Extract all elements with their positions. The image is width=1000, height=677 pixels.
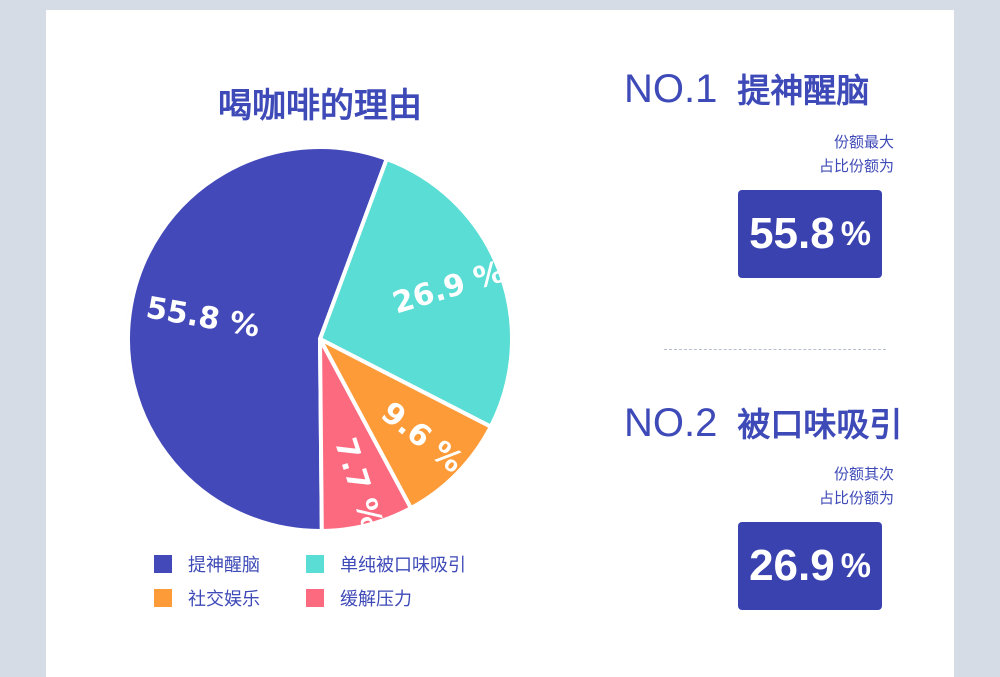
legend-swatch [306,589,324,607]
chart-legend: 提神醒脑 单纯被口味吸引 社交娱乐 缓解压力 [154,552,534,610]
legend-item-taste: 单纯被口味吸引 [306,552,506,576]
rank-1-heading: NO.1 提神醒脑 [624,64,954,112]
legend-label: 提神醒脑 [188,555,260,576]
rank-value: 55.8 [749,209,835,258]
rank-sub-line: 占比份额为 [818,157,894,175]
legend-item-refresh: 提神醒脑 [154,552,306,576]
legend-swatch [154,555,172,573]
rank-number: NO.2 [624,401,718,445]
rank-2-value-box: 26.9 % [738,522,882,610]
legend-label: 社交娱乐 [188,589,260,610]
rank-name: 提神醒脑 [737,71,870,110]
rank-sub-line: 份额其次 [833,465,894,483]
rank-unit: % [840,546,871,585]
legend-label: 单纯被口味吸引 [340,555,466,576]
rank-1-subtitle: 份额最大 占比份额为 [819,130,894,178]
slice-taste [318,156,514,429]
slice-refresh [126,145,389,533]
legend-item-stress: 缓解压力 [306,586,506,610]
rank-1-value-box: 55.8 % [738,190,882,278]
slice-stress [318,337,413,533]
slice-social [318,337,493,511]
rank-name: 被口味吸引 [737,405,903,444]
rank-sub-line: 占比份额为 [818,489,894,507]
pie-chart: 55.8 % 26.9 %9.6 %7.7 % [126,145,514,534]
rank-sub-line: 份额最大 [833,133,894,151]
rank-number: NO.1 [624,67,718,111]
chart-title: 喝咖啡的理由 [218,86,422,126]
legend-swatch [154,589,172,607]
divider [664,349,886,350]
legend-swatch [306,555,324,573]
rank-unit: % [840,214,871,253]
rank-2-subtitle: 份额其次 占比份额为 [819,462,894,510]
legend-item-social: 社交娱乐 [154,586,306,610]
rank-value: 26.9 [749,541,835,590]
rank-2-heading: NO.2 被口味吸引 [624,398,954,446]
legend-label: 缓解压力 [340,589,412,610]
